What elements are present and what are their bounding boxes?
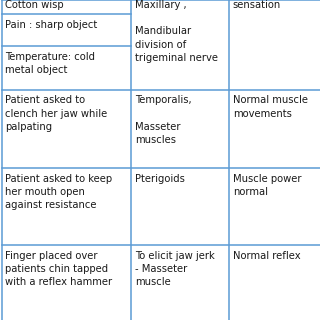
Text: Cotton wisp: Cotton wisp: [5, 0, 64, 10]
Text: To elicit jaw jerk
- Masseter
muscle: To elicit jaw jerk - Masseter muscle: [135, 251, 215, 287]
Text: Temperature: cold
metal object: Temperature: cold metal object: [5, 52, 95, 76]
Text: Muscle power
normal: Muscle power normal: [233, 174, 301, 197]
Text: Temporalis,

Masseter
muscles: Temporalis, Masseter muscles: [135, 95, 192, 145]
Text: Pterigoids: Pterigoids: [135, 174, 185, 184]
Text: Maxillary ,

Mandibular
division of
trigeminal nerve: Maxillary , Mandibular division of trige…: [135, 0, 218, 63]
Text: Pain : sharp object: Pain : sharp object: [5, 20, 98, 30]
Text: sensation: sensation: [233, 0, 281, 10]
Text: Patient asked to
clench her jaw while
palpating: Patient asked to clench her jaw while pa…: [5, 95, 108, 132]
Text: Normal reflex: Normal reflex: [233, 251, 300, 260]
Text: Patient asked to keep
her mouth open
against resistance: Patient asked to keep her mouth open aga…: [5, 174, 113, 210]
Text: Finger placed over
patients chin tapped
with a reflex hammer: Finger placed over patients chin tapped …: [5, 251, 113, 287]
Text: Normal muscle
movements: Normal muscle movements: [233, 95, 308, 118]
